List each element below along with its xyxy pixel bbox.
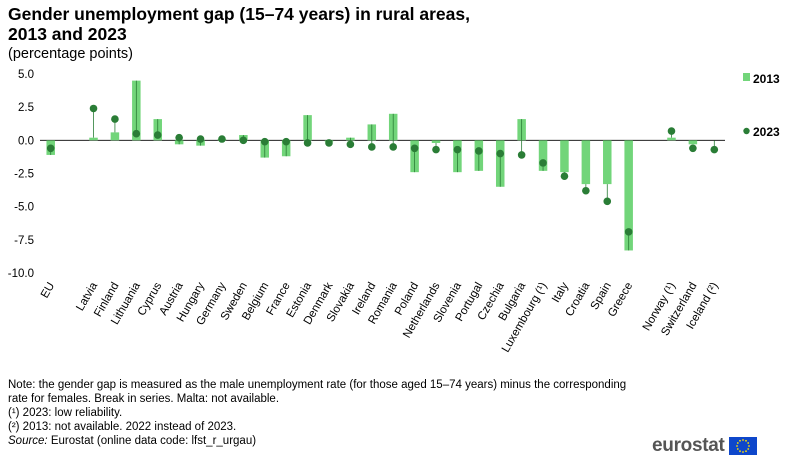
dot-2023 [689, 144, 697, 153]
dot-2023 [475, 147, 483, 155]
legend-label: 2013 [753, 72, 780, 86]
eurostat-logo: eurostat [652, 435, 757, 456]
eu-star [746, 448, 749, 450]
source-text: Eurostat (online data code: lfst_r_urgau… [47, 435, 257, 447]
eu-star [744, 439, 747, 442]
dot-2023 [517, 151, 526, 159]
dot-2023 [303, 139, 312, 147]
eu-star [738, 439, 741, 442]
eu-star [747, 445, 750, 447]
bar-2013 [431, 140, 441, 143]
dot-2023 [453, 145, 462, 154]
dot-2023 [410, 144, 419, 153]
y-tick-label: 2.5 [18, 102, 34, 114]
footnote-1: (¹) 2023: low reliability. [8, 407, 123, 419]
dot-2023 [132, 129, 141, 138]
gender-gap-chart: 5.02.50.0-2.5-5.0-7.5-10.0EU LatviaFinlan… [8, 69, 780, 355]
eu-star [741, 451, 744, 453]
y-tick-label: 5.0 [18, 69, 34, 81]
y-tick-label: -10.0 [8, 268, 34, 280]
dot-2023 [667, 127, 676, 135]
dot-2023 [496, 149, 505, 158]
chart-title-line1: Gender unemployment gap (15–74 years) in… [8, 4, 470, 24]
eu-stars-icon [735, 439, 750, 453]
dot-2023 [346, 140, 355, 149]
y-tick-label: -7.5 [14, 235, 34, 247]
eu-star [746, 442, 749, 444]
source-label: Source: [8, 435, 48, 447]
dot-2023 [260, 137, 269, 146]
dot-2023 [175, 133, 183, 142]
source-line: Source: Eurostat (online data code: lfst… [8, 434, 648, 448]
eu-star [736, 442, 739, 444]
chart-notes: Note: the gender gap is measured as the … [8, 378, 648, 448]
chart-title-line2: 2013 and 2023 [8, 24, 127, 44]
bar-2013 [603, 140, 612, 185]
y-tick-label: 0.0 [18, 135, 34, 147]
chart-subtitle: (percentage points) [8, 46, 133, 62]
dot-2023 [710, 145, 719, 154]
dot-2023 [111, 115, 119, 123]
dot-2023 [196, 135, 205, 143]
dot-2023 [239, 136, 248, 145]
dot-2023 [367, 143, 376, 151]
legend-swatch-2023 [743, 127, 750, 135]
eu-star [735, 445, 738, 447]
dot-2023 [282, 137, 290, 146]
note-text: Note: the gender gap is measured as the … [8, 379, 627, 405]
eu-star [741, 439, 744, 441]
dot-2023 [560, 172, 569, 180]
legend-label: 2023 [753, 125, 780, 139]
dot-2023 [46, 144, 55, 153]
dot-2023 [432, 145, 440, 154]
bar-2013 [624, 140, 633, 251]
bar-2013 [688, 140, 698, 145]
bar-2013 [667, 137, 676, 141]
eu-star [738, 450, 741, 453]
y-tick-label: -2.5 [14, 169, 34, 181]
bar-2013 [538, 140, 548, 171]
footnote-2: (²) 2013: not available. 2022 instead of… [8, 421, 237, 433]
dot-2023 [89, 104, 98, 113]
eu-star [744, 450, 747, 453]
x-tick-label: Italy [550, 280, 571, 304]
eu-flag-icon [728, 437, 757, 455]
dot-2023 [389, 143, 398, 151]
bar-2013 [581, 140, 591, 185]
dot-2023 [153, 131, 162, 139]
dot-2023 [582, 186, 590, 195]
x-tick-label: EU [39, 281, 57, 301]
dot-2023 [539, 159, 547, 167]
bar-2013 [560, 140, 569, 173]
chart-title: Gender unemployment gap (15–74 years) in… [8, 4, 608, 44]
logo-text: eurostat [652, 435, 725, 456]
dot-2023 [218, 135, 226, 143]
y-tick-label: -5.0 [14, 202, 34, 214]
dot-2023 [603, 197, 612, 206]
bar-2013 [110, 132, 120, 141]
legend-swatch-2013 [743, 73, 750, 81]
bar-2013 [89, 137, 98, 141]
eu-star [736, 448, 739, 450]
dot-2023 [624, 228, 633, 236]
dot-2023 [325, 139, 333, 147]
